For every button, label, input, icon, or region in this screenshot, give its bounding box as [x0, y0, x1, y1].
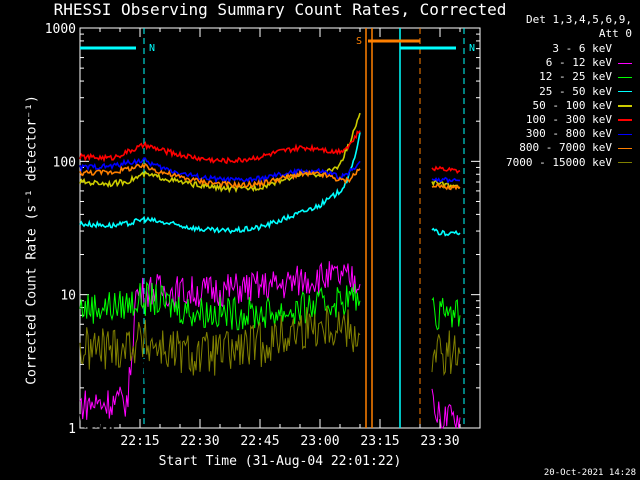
- series-line: [79, 132, 361, 235]
- legend-item: 100 - 300 keV: [506, 113, 632, 127]
- series-line: [79, 305, 361, 376]
- legend-label: 300 - 800 keV: [525, 127, 612, 141]
- x-tick-label: 23:00: [300, 434, 339, 449]
- legend-label: 12 - 25 keV: [539, 70, 612, 84]
- legend-swatch: [618, 133, 632, 136]
- legend-label: 7000 - 15000 keV: [506, 155, 612, 169]
- series-line: [79, 162, 361, 189]
- legend-label: 3 - 6 keV: [552, 42, 612, 55]
- legend-label: 50 - 100 keV: [532, 98, 612, 112]
- series-line-after: [431, 182, 461, 191]
- legend: 3 - 6 keV 6 - 12 keV 12 - 25 keV 25 - 50 ke…: [506, 42, 632, 170]
- legend-item: 6 - 12 keV: [506, 56, 632, 70]
- series-line-after: [431, 227, 461, 237]
- legend-label: 100 - 300 keV: [525, 113, 612, 127]
- y-tick-label: 100: [53, 155, 76, 170]
- series-line: [79, 281, 361, 331]
- y-tick-label: 10: [60, 289, 76, 304]
- legend-item: 7000 - 15000 keV: [506, 156, 632, 170]
- series-line-after: [431, 176, 460, 184]
- legend-label: 6 - 12 keV: [545, 56, 612, 70]
- y-tick-label: 1: [68, 422, 76, 437]
- legend-swatch: [618, 105, 632, 107]
- legend-swatch: [618, 76, 632, 79]
- annotation-label: N: [149, 43, 155, 54]
- legend-item: 50 - 100 keV: [506, 99, 632, 113]
- x-tick-label: 22:45: [240, 434, 279, 449]
- series-line: [79, 296, 361, 429]
- series-line: [79, 112, 361, 194]
- series-line-after: [431, 179, 461, 190]
- legend-item: 3 - 6 keV: [506, 42, 632, 56]
- x-tick-label: 23:30: [420, 434, 459, 449]
- series-line-after: [431, 165, 461, 174]
- x-axis-label: Start Time (31-Aug-04 22:01:22): [158, 454, 402, 469]
- series-line: [79, 261, 361, 420]
- y-tick-label: 1000: [45, 22, 76, 37]
- timestamp: 20-Oct-2021 14:28: [543, 468, 636, 478]
- legend-swatch: [618, 119, 632, 121]
- legend-swatch: [618, 48, 632, 50]
- series-line-after: [431, 388, 461, 429]
- chart-title: RHESSI Observing Summary Count Rates, Co…: [53, 0, 507, 19]
- legend-item: 25 - 50 keV: [506, 85, 632, 99]
- legend-label: 800 - 7000 keV: [519, 141, 612, 155]
- legend-item: 300 - 800 keV: [506, 127, 632, 141]
- series-line-after: [431, 296, 461, 331]
- legend-label: 25 - 50 keV: [539, 84, 612, 98]
- x-tick-label: 23:15: [360, 434, 399, 449]
- legend-header: Det 1,3,4,5,6,9, Att 0: [526, 13, 632, 40]
- x-tick-label: 22:30: [180, 434, 219, 449]
- legend-item: 12 - 25 keV: [506, 70, 632, 84]
- legend-swatch: [618, 161, 632, 164]
- legend-swatch: [618, 62, 632, 65]
- legend-swatch: [618, 90, 632, 93]
- x-tick-label: 22:15: [120, 434, 159, 449]
- annotation-label: N: [469, 43, 475, 54]
- series-line: [79, 130, 361, 165]
- legend-swatch: [618, 147, 632, 150]
- annotation-label: S: [356, 36, 362, 47]
- legend-item: 800 - 7000 keV: [506, 141, 632, 155]
- series-line-after: [431, 330, 461, 376]
